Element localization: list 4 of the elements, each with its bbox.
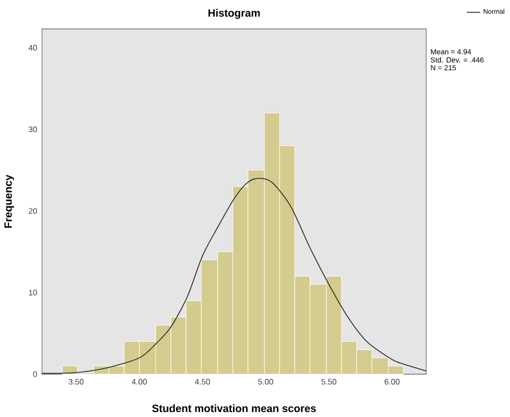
y-axis-title: Frequency bbox=[4, 174, 14, 228]
line-series bbox=[42, 178, 427, 374]
x-axis-title: Student motivation mean scores bbox=[152, 404, 316, 412]
chart-title: Histogram bbox=[208, 8, 260, 19]
